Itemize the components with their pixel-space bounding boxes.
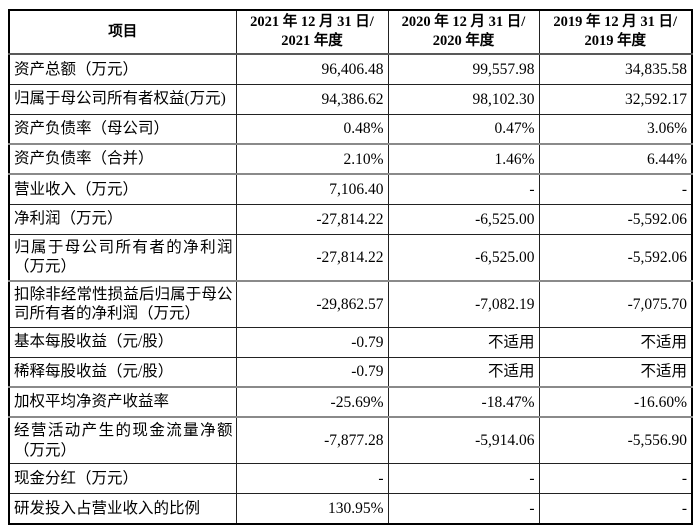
table-header-row: 项目 2021 年 12 月 31 日/ 2021 年度 2020 年 12 月… (8, 9, 693, 55)
row-label: 扣除非经常性损益后归属于母公司所有者的净利润（万元） (8, 279, 237, 328)
table-row: 资产总额（万元） 96,406.48 99,557.98 34,835.58 (8, 53, 693, 85)
row-value: - (387, 493, 540, 524)
financial-summary-table: 项目 2021 年 12 月 31 日/ 2021 年度 2020 年 12 月… (8, 9, 693, 525)
header-period-2019: 2019 年 12 月 31 日/ 2019 年度 (538, 9, 693, 55)
row-value: -5,556.90 (538, 416, 693, 464)
row-label: 资产负债率（母公司） (8, 113, 237, 145)
header-period-2021-line2: 2021 年度 (281, 33, 343, 49)
table-row: 归属于母公司所有者的净利润（万元） -27,814.22 -6,525.00 -5,5… (8, 233, 693, 281)
header-item-label: 项目 (108, 23, 138, 40)
header-period-2019-line2: 2019 年度 (584, 33, 647, 49)
header-period-2020-line1: 2020 年 12 月 31 日/ (401, 14, 526, 30)
row-value: 3.06% (538, 113, 693, 145)
row-label: 归属于母公司所有者权益(万元) (8, 83, 237, 115)
row-value: -6,525.00 (387, 233, 540, 281)
row-label: 稀释每股收益（元/股） (8, 356, 237, 388)
row-value: 不适用 (387, 356, 540, 388)
header-item-column: 项目 (8, 9, 237, 55)
table-row: 营业收入（万元） 7,106.40- - (8, 173, 693, 205)
row-value: 1.46% (387, 143, 540, 175)
row-value: -7,075.70 (538, 279, 693, 328)
table-row: 基本每股收益（元/股） -0.79 不适用 不适用 (8, 326, 693, 358)
row-value: -18.47% (387, 386, 540, 418)
row-value: -5,592.06 (538, 233, 693, 281)
row-value: 96,406.48 (235, 53, 389, 85)
row-value: 不适用 (387, 326, 540, 358)
row-value: -7,082.19 (387, 279, 540, 328)
row-label: 资产负债率（合并） (8, 143, 237, 175)
row-label: 经营活动产生的现金流量净额（万元） (8, 416, 237, 464)
row-value: - (538, 463, 693, 494)
row-value: -5,592.06 (538, 203, 693, 235)
row-value: 32,592.17 (538, 83, 693, 115)
row-value: - (235, 463, 389, 494)
row-value: - (538, 493, 693, 524)
table-row: 稀释每股收益（元/股） -0.79 不适用 不适用 (8, 356, 693, 388)
row-label: 现金分红（万元） (8, 463, 237, 494)
row-value: -27,814.22 (235, 203, 389, 235)
row-value: 6.44% (538, 143, 693, 175)
row-value: -0.79 (235, 326, 389, 358)
table-row: 现金分红（万元） - - - (8, 463, 693, 494)
row-label: 净利润（万元） (8, 203, 237, 235)
row-value: 34,835.58 (538, 53, 693, 85)
row-value: -27,814.22 (235, 233, 389, 281)
row-value: 7,106.40 (235, 173, 389, 205)
row-value: -25.69% (235, 386, 389, 418)
header-period-2020-line2: 2020 年度 (432, 33, 495, 49)
header-period-2019-line1: 2019 年 12 月 31 日/ (553, 14, 678, 30)
row-label: 基本每股收益（元/股） (8, 326, 237, 358)
row-label: 加权平均净资产收益率 (8, 386, 237, 418)
row-label: 归属于母公司所有者的净利润（万元） (8, 233, 237, 281)
header-period-2020: 2020 年 12 月 31 日/ 2020 年度 (387, 9, 540, 55)
row-label: 营业收入（万元） (8, 173, 237, 205)
row-value: -16.60% (538, 386, 693, 418)
row-value: 0.47% (387, 113, 540, 145)
row-value: 94,386.62 (235, 83, 389, 115)
header-period-2021: 2021 年 12 月 31 日/ 2021 年度 (235, 9, 389, 55)
row-value: - (387, 463, 540, 494)
table-body: 资产总额（万元） 96,406.48 99,557.98 34,835.58 归属于母公… (8, 53, 693, 524)
header-period-2021-line1: 2021 年 12 月 31 日/ (250, 14, 374, 30)
row-value: -6,525.00 (387, 203, 540, 235)
row-value: 不适用 (538, 326, 693, 358)
row-value: 不适用 (538, 356, 693, 388)
row-value: -5,914.06 (387, 416, 540, 464)
table-row: 资产负债率（合并） 2.10% 1.46% 6.44% (8, 143, 693, 175)
table-row: 扣除非经常性损益后归属于母公司所有者的净利润（万元） -29,862.57 -7,0… (8, 279, 693, 328)
row-value: 98,102.30 (387, 83, 540, 115)
row-value: - (387, 173, 540, 205)
row-value: -29,862.57 (235, 279, 389, 328)
row-value: -0.79 (235, 356, 389, 388)
table-row: 资产负债率（母公司） 0.48% 0.47% 3.06% (8, 113, 693, 145)
row-value: 2.10% (235, 143, 389, 175)
row-value: 0.48% (235, 113, 389, 145)
row-value: 130.95% (235, 493, 389, 524)
table-row: 归属于母公司所有者权益(万元) 94,386.62 98,102.30 32,592.… (8, 83, 693, 115)
table-row: 研发投入占营业收入的比例 130.95% - - (8, 493, 693, 524)
row-value: -7,877.28 (235, 416, 389, 464)
table-row: 净利润（万元） -27,814.22 -6,525.00 -5,592.06 (8, 203, 693, 235)
table-row: 经营活动产生的现金流量净额（万元） -7,877.28 -5,914.06 -5,55… (8, 416, 693, 464)
row-value: - (538, 173, 693, 205)
row-label: 资产总额（万元） (8, 53, 237, 85)
row-label: 研发投入占营业收入的比例 (8, 493, 237, 524)
row-value: 99,557.98 (387, 53, 540, 85)
table-row: 加权平均净资产收益率 -25.69% -18.47% -16.60% (8, 386, 693, 418)
